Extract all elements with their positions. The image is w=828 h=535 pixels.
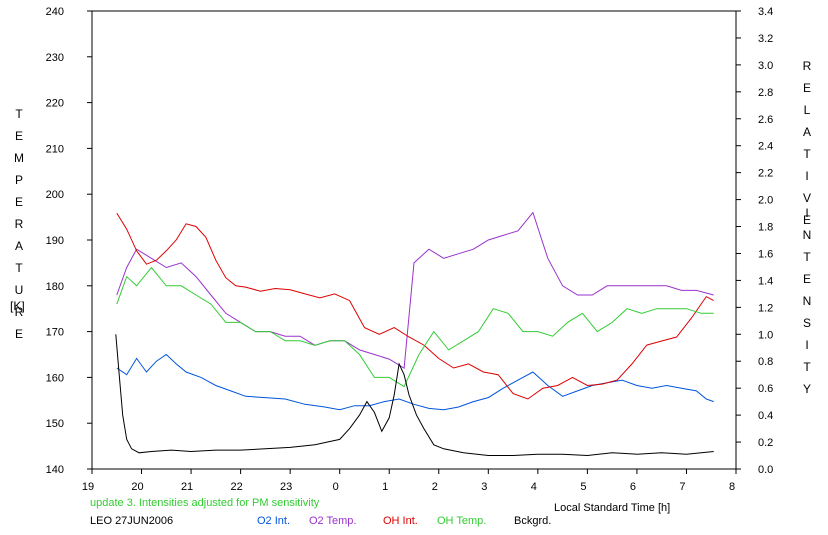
legend-item-oh-int: OH Int. (383, 515, 418, 527)
right-tick-label: 1.4 (758, 275, 773, 287)
axis-label-letter: N (802, 294, 812, 308)
series-line-oh-temp (116, 266, 714, 388)
axis-label-letter: R (14, 217, 24, 231)
left-tick-label: 210 (46, 143, 64, 155)
update-note: update 3. Intensities adjusted for PM se… (90, 497, 320, 509)
right-tick-label: 1.2 (758, 302, 773, 314)
axis-label-letter: E (802, 213, 811, 227)
right-tick-label: 0.2 (758, 437, 773, 449)
series-line-o2-temp (116, 211, 714, 370)
x-tick-label: 4 (531, 481, 537, 493)
plot-frame (91, 10, 737, 470)
axis-label-letter: T (15, 107, 23, 121)
legend-item-o2-temp: O2 Temp. (309, 515, 357, 527)
axis-label-letter: E (802, 81, 811, 95)
axis-label-letter: M (14, 151, 24, 165)
left-tick-label: 180 (46, 281, 64, 293)
left-tick-label: 140 (46, 464, 64, 476)
axis-label-letter: V (802, 191, 811, 205)
axis-label-letter: I (805, 338, 809, 352)
axis-label-letter: A (802, 125, 811, 139)
x-tick-label: 7 (679, 481, 685, 493)
series-line-oh-int (116, 212, 714, 400)
axis-label-letter: Y (802, 382, 811, 396)
legend-item-o2-int: O2 Int. (257, 515, 291, 527)
left-tick-label: 220 (46, 98, 64, 110)
series-layer (115, 211, 714, 457)
right-tick-label: 0.6 (758, 383, 773, 395)
axis-label-letter: E (14, 327, 23, 341)
left-axis-ticks: 140 150 160 170 180 190 200 210 220 230 240 (46, 6, 92, 476)
station-date: LEO 27JUN2006 (90, 515, 174, 527)
x-axis-ticks: 19 20 21 22 23 0 1 2 3 4 5 6 7 8 (82, 469, 737, 493)
legend-item-oh-temp: OH Temp. (437, 515, 487, 527)
x-axis-label: Local Standard Time [h] (554, 502, 671, 514)
axis-label-letter: T (803, 147, 811, 161)
axis-label-letter: I (805, 206, 809, 220)
axis-label-letter: A (14, 239, 23, 253)
axis-label-letter: E (802, 272, 811, 286)
axis-label-letter: N (802, 228, 812, 242)
series-line-o2-int (116, 353, 714, 411)
right-tick-label: 3.4 (758, 6, 773, 18)
right-tick-label: 0.8 (758, 356, 773, 368)
right-tick-label: 1.6 (758, 248, 773, 260)
right-tick-label: 3.0 (758, 60, 773, 72)
x-tick-label: 8 (729, 481, 735, 493)
right-tick-label: 1.8 (758, 222, 773, 234)
x-tick-label: 22 (230, 481, 242, 493)
x-tick-label: 23 (280, 481, 292, 493)
right-tick-label: 2.6 (758, 114, 773, 126)
right-tick-label: 2.8 (758, 87, 773, 99)
x-tick-label: 1 (382, 481, 388, 493)
axis-label-letter: R (802, 59, 812, 73)
x-tick-label: 6 (630, 481, 636, 493)
x-tick-label: 19 (82, 481, 94, 493)
axis-label-letter: I (805, 169, 809, 183)
right-tick-label: 3.2 (758, 33, 773, 45)
axis-label-letter: E (14, 195, 23, 209)
right-tick-label: 2.4 (758, 141, 773, 153)
right-tick-label: 2.2 (758, 168, 773, 180)
left-tick-label: 190 (46, 235, 64, 247)
left-tick-label: 200 (46, 189, 64, 201)
left-tick-label: 240 (46, 6, 64, 18)
axis-label-letter: E (14, 129, 23, 143)
right-axis-ticks: 0.0 0.2 0.4 0.6 0.8 1.0 1.2 1.4 1.6 1.8 2.0 2.2 2.4 2… (736, 6, 773, 476)
axis-label-letter: L (803, 103, 811, 117)
y-left-unit: [K] (10, 299, 25, 313)
axis-label-letter: T (15, 261, 23, 275)
axis-label-letter: T (803, 360, 811, 374)
axis-label-letter: P (14, 173, 23, 187)
x-tick-label: 20 (131, 481, 143, 493)
legend-item-bckgrd: Bckgrd. (514, 515, 552, 527)
axis-label-letter: U (14, 283, 24, 297)
left-tick-label: 160 (46, 372, 64, 384)
series-line-bckgrd (115, 334, 714, 457)
x-tick-label: 21 (181, 481, 193, 493)
left-tick-label: 170 (46, 327, 64, 339)
left-tick-label: 230 (46, 52, 64, 64)
axis-label-letter: S (802, 316, 811, 330)
x-tick-label: 5 (580, 481, 586, 493)
left-tick-label: 150 (46, 418, 64, 430)
axis-label-letter: R (14, 305, 24, 319)
right-tick-label: 2.0 (758, 195, 773, 207)
x-tick-label: 3 (481, 481, 487, 493)
right-tick-label: 0.0 (758, 464, 773, 476)
right-tick-label: 1.0 (758, 329, 773, 341)
axis-label-letter: T (803, 250, 811, 264)
right-tick-label: 0.4 (758, 410, 773, 422)
x-tick-label: 2 (432, 481, 438, 493)
x-tick-label: 0 (333, 481, 339, 493)
